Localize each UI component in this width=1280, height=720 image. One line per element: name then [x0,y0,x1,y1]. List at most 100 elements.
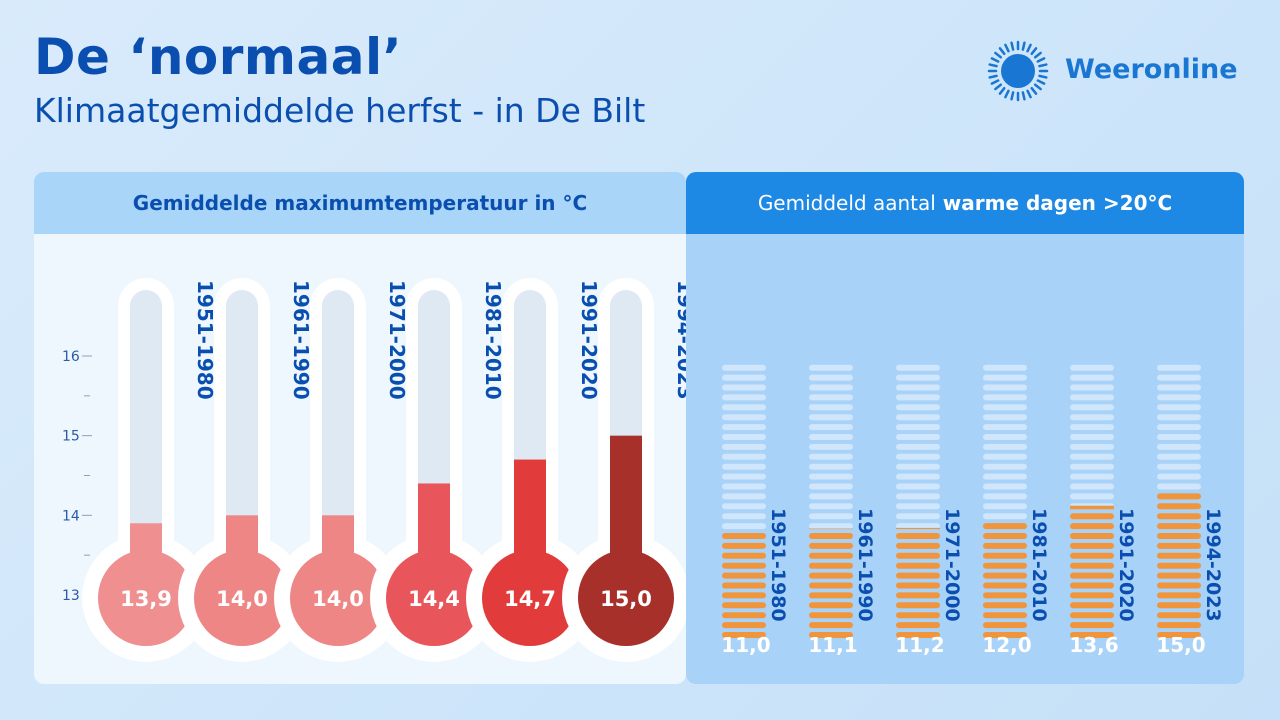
empty-segment [1070,394,1114,401]
temperature-panel: Gemiddelde maximumtemperatuur in °C 16 15… [34,172,686,684]
logo-text: Weeronline [1065,54,1238,85]
warm-day-segment [896,552,940,559]
warm-day-segment [809,612,853,619]
empty-segment [983,463,1027,470]
thermometer-inner [226,290,258,590]
empty-segment [722,394,766,401]
empty-segment [809,424,853,431]
sun-ray [988,74,998,79]
warm-day-segment [809,552,853,559]
empty-segment [983,414,1027,421]
empty-segment [809,503,853,510]
empty-segment [1070,384,1114,391]
thermometer: 13,9 1951-1980 [82,278,217,662]
empty-segment [722,483,766,490]
sun-ray [1010,91,1015,101]
empty-segment [1070,374,1114,381]
sun-ray [1030,47,1038,56]
sun-ray [988,63,998,68]
empty-segment [983,453,1027,460]
empty-segment [896,424,940,431]
page-title: De ‘normaal’ [34,28,403,86]
thermometer-bulb [98,550,194,646]
temperature-chart: 16 15 14 13 13,9 1951-1980 14,0 1961-1990 14,0 19… [62,278,686,662]
warm-day-segment [983,632,1027,638]
warm-day-segment [896,602,940,609]
empty-segment [896,503,940,510]
empty-segment [1157,414,1201,421]
thermometer: 14,7 1991-2020 [466,278,601,662]
empty-segment [983,513,1027,520]
warm-day-segment [722,562,766,569]
warm-days-column: 12,0 1981-2010 [982,364,1050,657]
warm-day-segment [1157,632,1201,638]
period-label: 1951-1980 [193,280,217,400]
empty-segment [809,453,853,460]
empty-segment [896,394,940,401]
warm-day-segment [809,602,853,609]
warm-day-segment [1157,533,1201,539]
empty-segment [1157,404,1201,411]
thermometer-bulb [290,550,386,646]
thermometer: 14,0 1961-1990 [178,278,313,662]
warm-day-segment [983,592,1027,599]
empty-segment [896,404,940,411]
y-tick-label: 13 [62,588,80,604]
warm-days-panel: Gemiddeld aantal warme dagen >20°C 11,0 1… [686,172,1244,684]
sun-ray [1021,91,1026,101]
warm-day-segment [983,602,1027,609]
empty-segment [1070,364,1114,371]
sun-ray [998,47,1006,56]
empty-segment [722,364,766,371]
sun-ray [1033,51,1042,59]
empty-segment [1157,473,1201,480]
sun-ray [990,79,1000,85]
empty-segment [1157,434,1201,440]
empty-segment [722,443,766,450]
sun-ray [1021,41,1026,51]
temperature-value-label: 14,0 [312,587,364,611]
weeronline-logo: Weeronline [985,38,1245,104]
warm-days-column: 11,0 1951-1980 [721,364,789,657]
empty-segment [896,493,940,500]
empty-segment [896,414,940,421]
warm-day-segment [722,632,766,638]
empty-segment [722,503,766,510]
empty-segment [809,523,853,530]
warm-days-value-label: 11,0 [721,633,770,657]
empty-segment [1070,493,1114,500]
sun-ray [1010,41,1015,51]
empty-segment [1070,463,1114,470]
empty-segment [809,483,853,490]
empty-segment [1157,374,1201,381]
sun-ray [998,86,1006,95]
sun-ray [994,83,1003,91]
warm-day-segment [896,562,940,569]
warm-days-value-label: 11,2 [895,633,944,657]
warm-day-segment [983,582,1027,589]
warm-day-segment [809,592,853,599]
sun-ray [1036,79,1046,85]
empty-segment [722,384,766,391]
y-tick-label: 14 [62,508,80,524]
sun-ray [1030,86,1038,95]
empty-segment [1070,434,1114,440]
period-label: 1961-1990 [854,508,876,622]
empty-segment [1070,424,1114,431]
warm-days-column: 11,2 1971-2000 [895,364,963,657]
warm-day-segment [722,542,766,549]
warm-days-panel-header: Gemiddeld aantal warme dagen >20°C [686,172,1244,234]
sun-ray [1038,74,1048,79]
warm-days-value-label: 11,1 [808,633,857,657]
empty-segment [1157,443,1201,450]
empty-segment [809,513,853,520]
empty-segment [983,394,1027,401]
thermometer-bulb [482,550,578,646]
empty-segment [1070,414,1114,421]
warm-day-segment [809,562,853,569]
empty-segment [809,364,853,371]
empty-segment [983,493,1027,500]
temperature-value-label: 14,7 [504,587,556,611]
empty-segment [722,463,766,470]
warm-days-value-label: 13,6 [1069,633,1118,657]
